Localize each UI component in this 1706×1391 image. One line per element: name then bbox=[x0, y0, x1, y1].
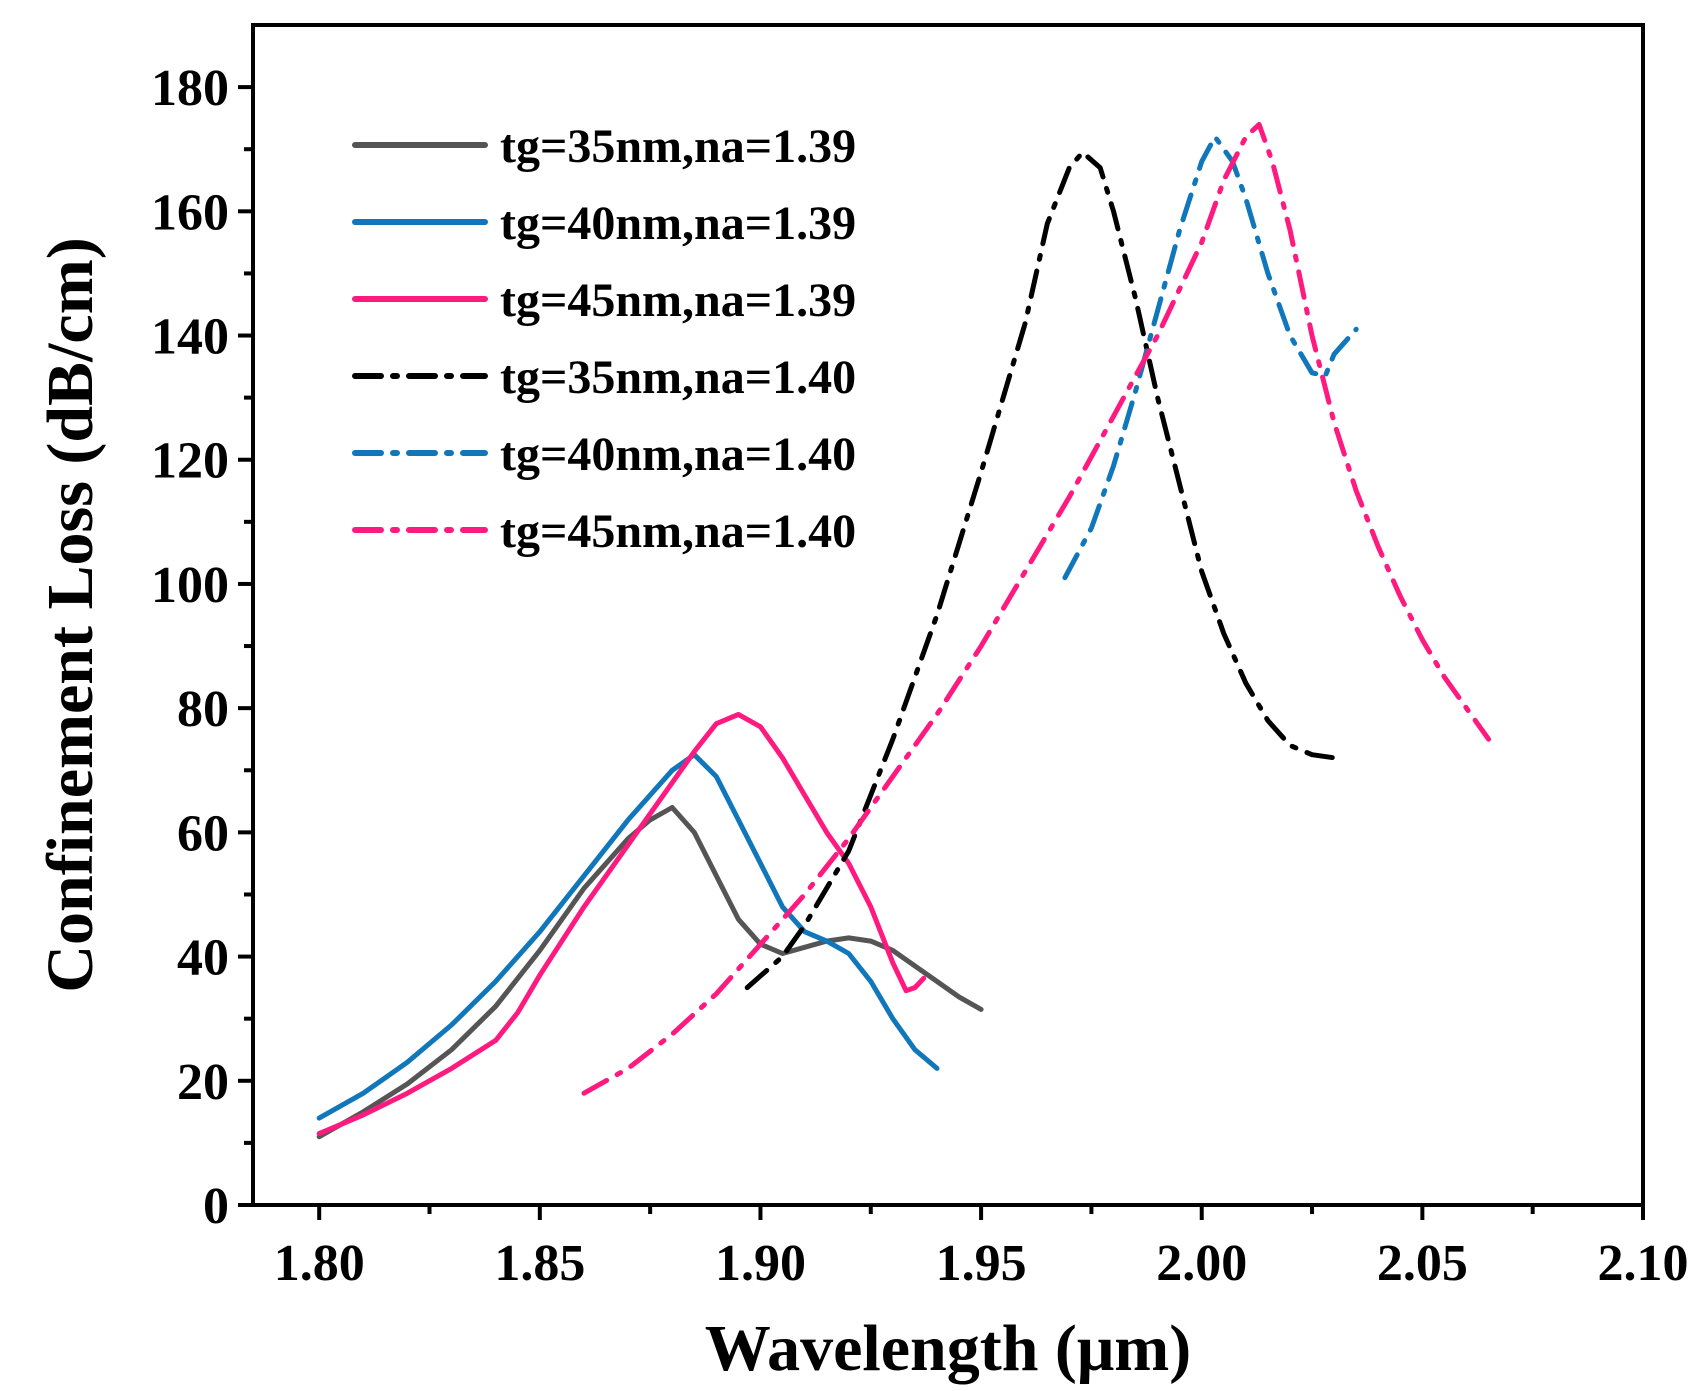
x-tick-label: 2.10 bbox=[1598, 1235, 1689, 1292]
x-tick-label: 2.05 bbox=[1377, 1235, 1468, 1292]
y-tick-label: 120 bbox=[151, 433, 229, 490]
legend-label-4: tg=35nm,na=1.40 bbox=[500, 351, 856, 404]
y-tick-label: 40 bbox=[177, 930, 229, 987]
x-tick-label: 2.00 bbox=[1156, 1235, 1247, 1292]
series-layer bbox=[316, 121, 1492, 1140]
x-tick-label: 1.90 bbox=[715, 1235, 806, 1292]
axes-layer bbox=[251, 23, 1645, 1207]
x-tick-label: 1.85 bbox=[494, 1235, 585, 1292]
tick-layer: 1.80 1.85 1.90 1.95 2.00 2.05 2.10 0 20 40 60 80 100… bbox=[151, 60, 1689, 1292]
x-tick-label: 1.80 bbox=[274, 1235, 365, 1292]
y-tick-label: 140 bbox=[151, 309, 229, 366]
series-line-5 bbox=[1062, 134, 1359, 581]
legend-label-3: tg=45nm,na=1.39 bbox=[500, 274, 856, 327]
legend: tg=35nm,na=1.39 tg=40nm,na=1.39 tg=45nm,na… bbox=[352, 120, 856, 558]
y-tick-label: 80 bbox=[177, 681, 229, 738]
legend-label-2: tg=40nm,na=1.39 bbox=[500, 197, 856, 250]
y-axis-label: Confinement Loss (dB/cm) bbox=[34, 237, 107, 992]
y-tick-label: 20 bbox=[177, 1054, 229, 1111]
series-line-6 bbox=[581, 121, 1492, 1096]
y-tick-label: 60 bbox=[177, 805, 229, 862]
series-line-1 bbox=[316, 805, 984, 1140]
y-tick-label: 100 bbox=[151, 557, 229, 614]
y-tick-label: 180 bbox=[151, 60, 229, 117]
series-line-2 bbox=[316, 752, 940, 1121]
series-line-4 bbox=[744, 149, 1337, 991]
x-tick-label: 1.95 bbox=[936, 1235, 1027, 1292]
plot-frame bbox=[251, 23, 1645, 1207]
y-tick-label: 0 bbox=[203, 1178, 229, 1235]
legend-label-1: tg=35nm,na=1.39 bbox=[500, 120, 856, 173]
x-axis-label: Wavelength (μm) bbox=[705, 1312, 1192, 1385]
legend-label-5: tg=40nm,na=1.40 bbox=[500, 428, 856, 481]
y-tick-label: 160 bbox=[151, 184, 229, 241]
series-line-3 bbox=[316, 711, 927, 1137]
legend-label-6: tg=45nm,na=1.40 bbox=[500, 505, 856, 558]
